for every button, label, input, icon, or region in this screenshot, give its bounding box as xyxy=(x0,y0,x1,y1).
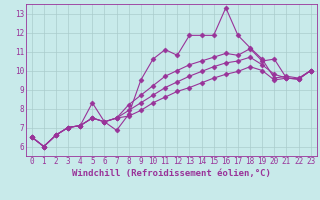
X-axis label: Windchill (Refroidissement éolien,°C): Windchill (Refroidissement éolien,°C) xyxy=(72,169,271,178)
